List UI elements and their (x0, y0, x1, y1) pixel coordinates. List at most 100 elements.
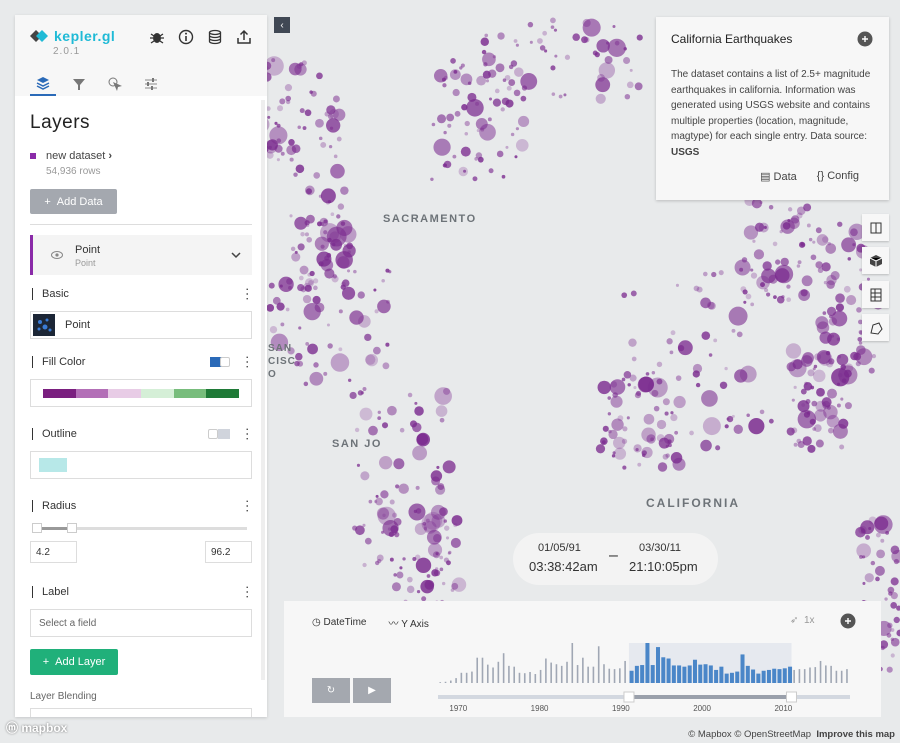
earthquake-point (855, 361, 861, 367)
earthquake-point (563, 93, 567, 97)
chevron-down-icon[interactable] (230, 248, 242, 266)
earthquake-point (653, 405, 660, 412)
time-slider-handle-start[interactable] (623, 691, 635, 703)
radius-label: Radius (32, 500, 76, 512)
slider-handle-min[interactable] (32, 523, 42, 533)
outline-toggle[interactable] (208, 429, 230, 439)
earthquake-point (453, 69, 458, 74)
dataset-item[interactable]: new dataset › (30, 150, 252, 162)
earthquake-point (786, 297, 792, 303)
legend-button[interactable] (862, 281, 889, 308)
slider-handle-max[interactable] (67, 523, 77, 533)
earthquake-point (474, 157, 478, 161)
earthquake-point (373, 288, 377, 292)
more-options-icon[interactable]: ⋯ (240, 499, 256, 513)
layer-header-point[interactable]: Point Point (30, 235, 252, 275)
earthquake-point (360, 471, 370, 481)
3d-view-button[interactable] (862, 247, 889, 274)
tab-interactions[interactable] (102, 71, 128, 96)
earthquake-point (600, 437, 608, 445)
earthquake-point (475, 101, 480, 106)
fill-color-toggle[interactable] (210, 357, 230, 367)
earthquake-point (621, 377, 626, 382)
more-options-icon[interactable]: ⋯ (240, 355, 256, 369)
earthquake-point (707, 301, 716, 310)
palette-swatch (206, 388, 240, 398)
bug-icon[interactable] (149, 29, 165, 45)
earthquake-point (665, 453, 670, 458)
eye-icon[interactable] (51, 248, 63, 260)
play-button[interactable]: ▶ (353, 678, 391, 703)
panel-scrollbar[interactable] (261, 100, 265, 680)
earthquake-point (832, 423, 848, 439)
config-button[interactable]: {} Config (816, 170, 859, 182)
speed-control[interactable]: ➶ 1x (790, 615, 815, 626)
histogram-bar (629, 670, 634, 683)
radius-min-input[interactable]: 4.2 (30, 541, 77, 563)
earthquake-point (606, 41, 610, 45)
earthquake-point (768, 204, 774, 210)
tab-map-style[interactable] (138, 71, 164, 96)
info-icon[interactable] (178, 29, 194, 45)
share-icon[interactable] (236, 29, 252, 45)
earthquake-point (330, 163, 345, 179)
earthquake-point (442, 83, 447, 88)
layer-type-selector[interactable]: Point (30, 311, 252, 339)
tab-filters[interactable] (66, 71, 92, 96)
earthquake-point (876, 549, 886, 559)
histogram-bar (450, 680, 452, 683)
histogram-bar (687, 665, 692, 683)
earthquake-point (445, 536, 450, 540)
osm-credit[interactable]: © OpenStreetMap (734, 729, 812, 740)
reset-button[interactable]: ↻ (312, 678, 350, 703)
improve-map-link[interactable]: Improve this map (816, 729, 895, 740)
earthquake-point (332, 242, 336, 247)
add-layer-button[interactable]: + Add Layer (30, 649, 118, 675)
earthquake-point (386, 299, 390, 304)
earthquake-point (631, 356, 637, 362)
earthquake-point (376, 554, 384, 562)
data-button[interactable]: ▤ Data (760, 171, 797, 183)
earthquake-point (866, 277, 871, 281)
time-histogram[interactable]: 1970 1980 1990 2000 2010 (430, 601, 860, 717)
radius-range-slider[interactable] (30, 523, 252, 533)
filter-icon (73, 78, 85, 90)
more-options-icon[interactable]: ⋯ (240, 585, 256, 599)
close-timeline-icon[interactable] (840, 613, 856, 634)
earthquake-point (759, 409, 765, 415)
earthquake-point (336, 214, 341, 219)
outline-color-selector[interactable] (30, 451, 252, 479)
draw-polygon-button[interactable] (862, 314, 889, 341)
earthquake-point (336, 219, 353, 236)
earthquake-point (874, 565, 885, 576)
tab-layers[interactable] (30, 71, 56, 96)
y-axis-selector[interactable]: 〰 Y Axis (388, 619, 429, 630)
time-slider-handle-end[interactable] (785, 691, 797, 703)
layer-blending-select[interactable] (30, 708, 252, 717)
more-options-icon[interactable]: ⋯ (240, 427, 256, 441)
more-options-icon[interactable]: ⋯ (240, 287, 256, 301)
collapse-panel-button[interactable]: ‹ (274, 17, 290, 33)
earthquake-point (298, 326, 302, 330)
earthquake-point (844, 402, 852, 410)
radius-max-input[interactable]: 96.2 (205, 541, 252, 563)
earthquake-point (318, 261, 324, 267)
add-data-button[interactable]: + Add Data (30, 189, 117, 214)
color-palette-selector[interactable] (30, 379, 252, 407)
earthquake-point (305, 188, 312, 195)
time-slider-range[interactable] (628, 695, 792, 699)
split-map-button[interactable] (862, 214, 889, 241)
mapbox-credit[interactable]: © Mapbox (688, 729, 732, 740)
info-description: The dataset contains a list of 2.5+ magn… (671, 69, 871, 158)
earthquake-point (823, 280, 828, 285)
earthquake-point (874, 516, 889, 531)
label-field-select[interactable]: Select a field (30, 609, 252, 637)
earthquake-point (635, 447, 639, 452)
earthquake-point (288, 62, 302, 76)
close-icon[interactable] (857, 31, 873, 52)
datetime-field-selector[interactable]: ◷ DateTime (312, 617, 367, 628)
earthquake-point (622, 465, 627, 470)
database-icon[interactable] (207, 29, 223, 45)
histogram-bar (545, 658, 547, 683)
histogram-bar (597, 646, 600, 683)
